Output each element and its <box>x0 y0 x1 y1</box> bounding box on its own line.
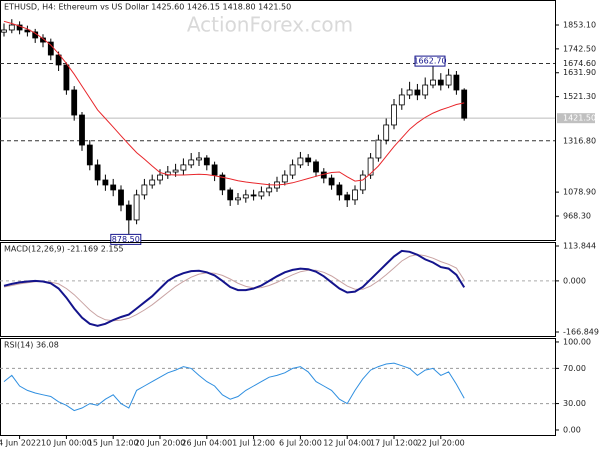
candle-body <box>188 159 195 166</box>
y-tick-label: 30.00 <box>563 399 586 408</box>
candle-body <box>125 204 132 221</box>
x-tick-label: 1 Jul 12:00 <box>232 439 275 448</box>
x-tick-label: 26 Jun 04:00 <box>181 439 232 448</box>
candle-body <box>172 169 179 173</box>
candle-body <box>367 157 374 176</box>
candle-body <box>79 114 85 146</box>
x-tick-label: 10 Jun 00:00 <box>41 439 92 448</box>
candle-body <box>242 194 249 199</box>
y-tick-label: 100.00 <box>563 337 591 346</box>
candle-body <box>71 89 78 116</box>
x-tick-label: 15 Jun 12:00 <box>88 439 139 448</box>
price-label: 1316.80 <box>563 136 596 145</box>
panel-frame <box>0 242 556 337</box>
candle-body <box>235 197 241 201</box>
candle-body <box>40 37 46 43</box>
candle-body <box>94 164 101 181</box>
indicator-line <box>3 249 466 327</box>
y-tick-label: 1742.50 <box>563 44 596 53</box>
candle-body <box>406 89 413 96</box>
candle-body <box>461 89 468 119</box>
candle-body <box>453 74 460 91</box>
candle-body <box>391 104 397 126</box>
candle-body <box>157 174 163 181</box>
candle-body <box>297 157 304 166</box>
candle-body <box>1 29 7 33</box>
candle-body <box>141 184 148 196</box>
x-tick-label: 4 Jun 2022 <box>0 439 41 448</box>
candle-body <box>250 194 257 197</box>
price-label-bg <box>557 113 595 124</box>
candle-body <box>266 187 273 193</box>
candle-body <box>328 177 335 186</box>
candle-body <box>383 124 390 141</box>
candle-body <box>196 157 202 161</box>
y-tick-label: 1631.90 <box>563 68 596 77</box>
y-tick-label: 1853.10 <box>563 20 596 29</box>
candle-body <box>227 189 234 201</box>
y-tick-label: 1078.90 <box>563 188 596 197</box>
candle-body <box>219 174 226 191</box>
indicator-line <box>3 253 465 322</box>
x-tick-label: 20 Jun 20:00 <box>135 439 186 448</box>
candle-body <box>203 157 210 166</box>
candle-body <box>313 161 319 173</box>
candle-body <box>258 191 265 197</box>
candle-body <box>211 164 218 176</box>
indicator-line <box>3 362 465 412</box>
x-tick-label: 17 Jul 12:00 <box>370 439 418 448</box>
y-tick-label: -166.849 <box>563 328 599 337</box>
x-tick-label: 6 Jul 20:00 <box>279 439 322 448</box>
price-label: 1674.60 <box>563 59 596 68</box>
panel-title: ETHUSD, H4: Ethereum vs US Dollar 1425.6… <box>4 3 291 12</box>
candle-body <box>305 157 312 163</box>
candle-body <box>336 184 343 196</box>
candle-body <box>118 189 124 206</box>
candle-body <box>430 79 436 86</box>
candle-body <box>398 94 405 106</box>
y-tick-label: 70.00 <box>563 364 586 373</box>
candle-body <box>110 184 117 191</box>
candle-body <box>359 174 366 191</box>
panel-frame <box>0 338 556 436</box>
candle-body <box>344 194 351 201</box>
candle-body <box>55 54 62 66</box>
annotation-box <box>414 55 446 67</box>
candle-body <box>102 179 109 186</box>
panel-frame <box>0 0 556 241</box>
candle-body <box>281 174 288 183</box>
candle-body <box>149 179 156 186</box>
annotation-box <box>110 233 142 245</box>
panel-title: RSI(14) 36.08 <box>4 341 59 350</box>
candle-body <box>375 139 382 159</box>
y-tick-label: 113.844 <box>563 242 596 251</box>
candle-body <box>180 164 187 171</box>
panel-title: MACD(12,26,9) -21.169 2.155 <box>4 245 124 254</box>
y-tick-label: 1521.30 <box>563 92 596 101</box>
candle-body <box>437 79 444 86</box>
moving-average <box>3 20 465 186</box>
annotation-label: 1662.70 <box>413 57 446 66</box>
y-tick-label: 0.00 <box>563 425 581 434</box>
y-tick-label: 968.30 <box>563 211 591 220</box>
candle-body <box>8 24 15 31</box>
watermark: ActionForex.com <box>187 13 353 37</box>
candle-body <box>86 144 93 166</box>
x-tick-label: 12 Jul 04:00 <box>323 439 371 448</box>
y-tick-label: 0.000 <box>563 276 586 285</box>
candle-body <box>63 64 70 91</box>
x-tick-label: 22 Jul 20:00 <box>417 439 465 448</box>
candle-body <box>352 189 358 201</box>
candle-body <box>24 29 31 33</box>
candle-body <box>289 164 296 176</box>
candle-body <box>414 89 421 96</box>
candle-body <box>445 74 452 86</box>
candle-body <box>422 84 429 96</box>
candle-body <box>133 194 140 221</box>
price-label: 1421.50 <box>563 114 596 123</box>
annotation-label: 878.50 <box>112 235 140 244</box>
